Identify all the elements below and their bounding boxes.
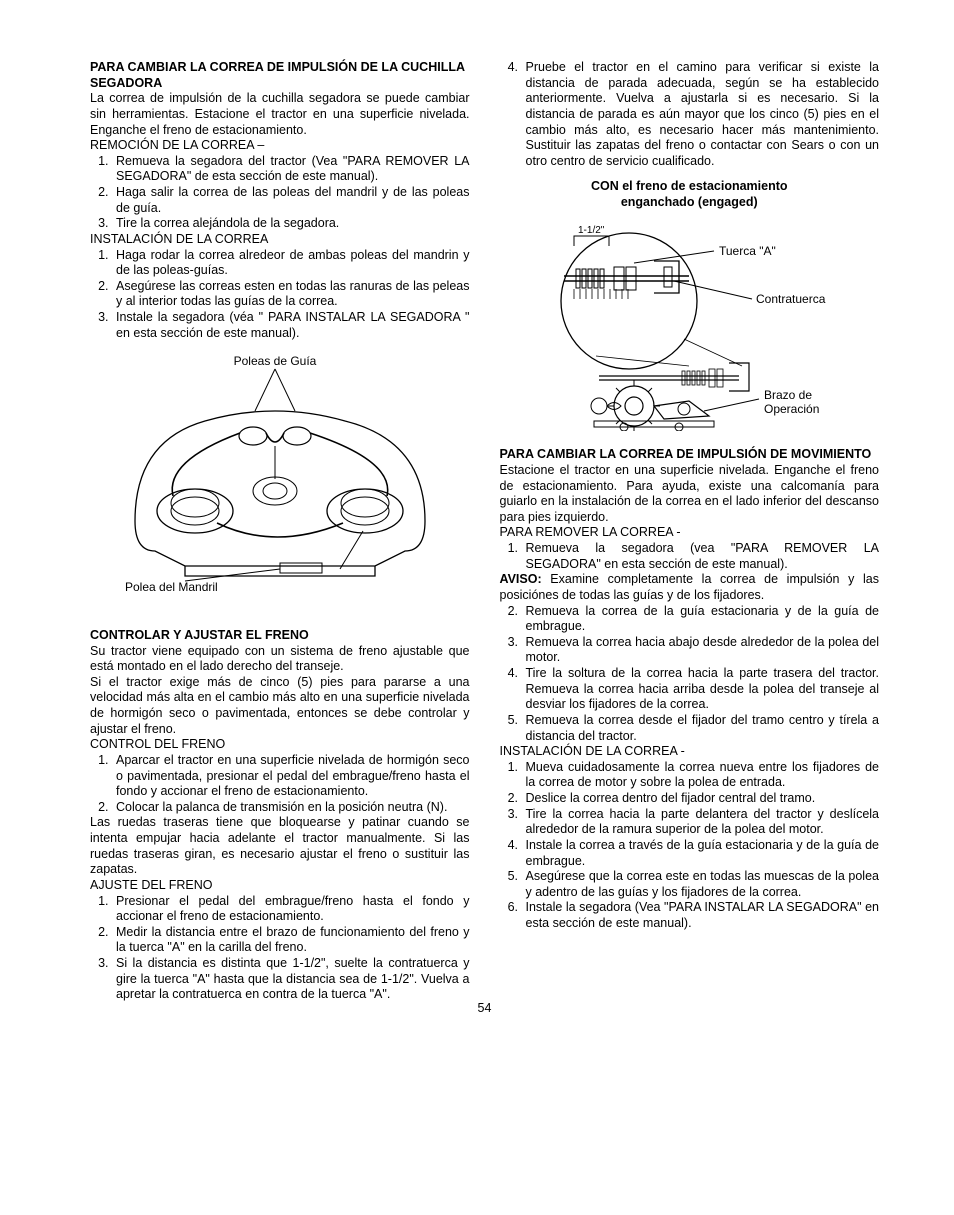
list-item: Remueva la correa desde el fijador del t… bbox=[522, 713, 880, 744]
sub-remove-belt: REMOCIÓN DE LA CORREA – bbox=[90, 138, 470, 154]
para-brake-intro: Su tractor viene equipado con un sistema… bbox=[90, 644, 470, 675]
label-tuerca-a: Tuerca "A" bbox=[719, 244, 776, 258]
list-brake-control: Aparcar el tractor en una superficie niv… bbox=[90, 753, 470, 816]
label-contratuerca: Contratuerca bbox=[756, 292, 826, 306]
list-motion-install: Mueva cuidadosamente la correa nueva ent… bbox=[500, 760, 880, 932]
list-item: Tire la correa alejándola de la segadora… bbox=[112, 216, 470, 232]
list-item: Asegúrese que la correa este en todas la… bbox=[522, 869, 880, 900]
list-item: Tire la correa hacia la parte delantera … bbox=[522, 807, 880, 838]
heading-brake: CONTROLAR Y AJUSTAR EL FRENO bbox=[90, 628, 470, 644]
left-column: PARA CAMBIAR LA CORREA DE IMPULSIÓN DE L… bbox=[90, 60, 470, 1003]
list-item: Instale la correa a través de la guía es… bbox=[522, 838, 880, 869]
sub-brake-control: CONTROL DEL FRENO bbox=[90, 737, 470, 753]
diagram-brake: 1-1/2" bbox=[500, 221, 880, 436]
list-item: Medir la distancia entre el brazo de fun… bbox=[112, 925, 470, 956]
para-brake-wheel: Las ruedas traseras tiene que bloquearse… bbox=[90, 815, 470, 878]
label-brazo-1: Brazo de bbox=[764, 388, 812, 402]
list-item: Pruebe el tractor en el camino para veri… bbox=[522, 60, 880, 169]
page-number: 54 bbox=[90, 1001, 879, 1017]
list-install-belt: Haga rodar la correa alredeor de ambas p… bbox=[90, 248, 470, 342]
para-motion-intro: Estacione el tractor en una superficie n… bbox=[500, 463, 880, 526]
sub-brake-adjust: AJUSTE DEL FRENO bbox=[90, 878, 470, 894]
para-cutter-intro: La correa de impulsión de la cuchilla se… bbox=[90, 91, 470, 138]
page: PARA CAMBIAR LA CORREA DE IMPULSIÓN DE L… bbox=[90, 60, 879, 1003]
list-item: Asegúrese las correas esten en todas las… bbox=[112, 279, 470, 310]
list-item: Haga salir la correa de las poleas del m… bbox=[112, 185, 470, 216]
list-item: Instale la segadora (véa " PARA INSTALAR… bbox=[112, 310, 470, 341]
list-item: Haga rodar la correa alredeor de ambas p… bbox=[112, 248, 470, 279]
diagram-brake-caption: CON el freno de estacionamiento engancha… bbox=[500, 179, 880, 210]
list-item: Deslice la correa dentro del fijador cen… bbox=[522, 791, 880, 807]
heading-motion-belt: PARA CAMBIAR LA CORREA DE IMPULSIÓN DE M… bbox=[500, 447, 880, 463]
list-item: Instale la segadora (Vea "PARA INSTALAR … bbox=[522, 900, 880, 931]
diagram-mower-deck: Poleas de Guía bbox=[90, 351, 470, 616]
sub-motion-install: INSTALACIÓN DE LA CORREA - bbox=[500, 744, 880, 760]
aviso: AVISO: Examine completamente la correa d… bbox=[500, 572, 880, 603]
list-motion-remove-1: Remueva la segadora (vea "PARA RE­MOVER … bbox=[500, 541, 880, 572]
list-item: Tire la soltura de la correa hacia la pa… bbox=[522, 666, 880, 713]
label-dimension: 1-1/2" bbox=[578, 225, 605, 236]
right-column: Pruebe el tractor en el camino para veri… bbox=[500, 60, 880, 1003]
list-motion-remove-2: Remueva la correa de la guía estacionari… bbox=[500, 604, 880, 745]
list-item: Presionar el pedal del embrague/freno ha… bbox=[112, 894, 470, 925]
label-poleas-guia: Poleas de Guía bbox=[233, 354, 316, 368]
sub-install-belt: INSTALACIÓN DE LA CORREA bbox=[90, 232, 470, 248]
list-brake-adjust: Presionar el pedal del embrague/freno ha… bbox=[90, 894, 470, 1003]
list-item: Aparcar el tractor en una superficie niv… bbox=[112, 753, 470, 800]
list-brake-adjust-cont: Pruebe el tractor en el camino para veri… bbox=[500, 60, 880, 169]
list-item: Remueva la correa de la guía estacionari… bbox=[522, 604, 880, 635]
para-brake-req: Si el tractor exige más de cinco (5) pie… bbox=[90, 675, 470, 738]
list-item: Si la distancia es distinta que 1-1/2", … bbox=[112, 956, 470, 1003]
list-remove-belt: Remueva la segadora del tractor (Vea "PA… bbox=[90, 154, 470, 232]
list-item: Colocar la palanca de transmisión en la … bbox=[112, 800, 470, 816]
sub-motion-remove: PARA REMOVER LA CORREA - bbox=[500, 525, 880, 541]
list-item: Remueva la segadora (vea "PARA RE­MOVER … bbox=[522, 541, 880, 572]
label-polea-mandril: Polea del Mandril bbox=[125, 580, 218, 594]
list-item: Remueva la correa hacia abajo desde alre… bbox=[522, 635, 880, 666]
label-brazo-2: Operación bbox=[764, 402, 819, 416]
heading-belt-cutter: PARA CAMBIAR LA CORREA DE IMPULSIÓN DE L… bbox=[90, 60, 470, 91]
list-item: Remueva la segadora del tractor (Vea "PA… bbox=[112, 154, 470, 185]
list-item: Mueva cuidadosamente la correa nueva ent… bbox=[522, 760, 880, 791]
